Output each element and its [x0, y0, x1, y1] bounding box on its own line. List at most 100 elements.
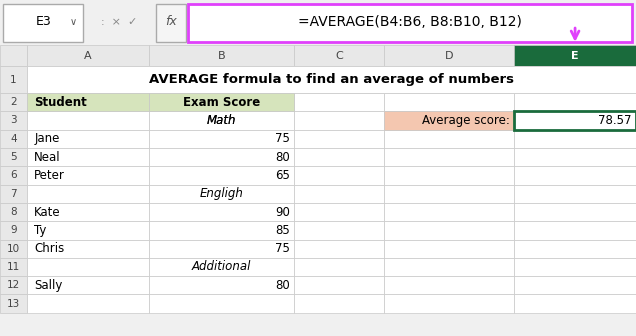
Text: 2: 2 [10, 97, 17, 107]
Bar [514, 130, 636, 148]
Bar [149, 130, 294, 148]
Text: 78.57: 78.57 [598, 114, 632, 127]
Text: 7: 7 [10, 189, 17, 199]
Bar [149, 93, 294, 111]
Bar [27, 93, 149, 111]
Text: ∨: ∨ [69, 17, 77, 27]
Text: A: A [84, 51, 92, 61]
Text: 9: 9 [10, 225, 17, 235]
Bar [514, 294, 636, 313]
Bar [27, 66, 149, 93]
Text: :  ×  ✓: : × ✓ [94, 17, 137, 27]
Text: 11: 11 [7, 262, 20, 272]
Bar [294, 148, 384, 166]
Bar [27, 111, 149, 130]
Bar [0, 203, 27, 221]
Text: 85: 85 [275, 224, 290, 237]
Bar [294, 203, 384, 221]
Text: B: B [218, 51, 225, 61]
Bar [294, 258, 384, 276]
Text: 1: 1 [10, 75, 17, 85]
Bar [0, 93, 27, 111]
Bar [384, 166, 514, 184]
Text: 4: 4 [10, 134, 17, 144]
Bar [27, 276, 149, 294]
Text: 80: 80 [275, 151, 290, 164]
Bar [294, 294, 384, 313]
Text: 8: 8 [10, 207, 17, 217]
Bar [384, 93, 514, 111]
Bar [514, 111, 636, 130]
Bar [156, 4, 186, 42]
Bar [514, 45, 636, 66]
Bar [0, 276, 27, 294]
Bar [514, 166, 636, 184]
Bar [514, 221, 636, 240]
Bar [384, 66, 514, 93]
Bar [0, 66, 27, 93]
Bar [188, 4, 632, 42]
Text: Kate: Kate [34, 206, 61, 218]
Text: Additional: Additional [191, 260, 251, 274]
Bar [27, 240, 149, 258]
Bar [514, 240, 636, 258]
Bar [514, 66, 636, 93]
Bar [0, 45, 27, 66]
Text: E3: E3 [36, 15, 51, 28]
Bar [514, 93, 636, 111]
Bar [27, 130, 149, 148]
Bar [294, 221, 384, 240]
Text: Math: Math [207, 114, 236, 127]
Text: 65: 65 [275, 169, 290, 182]
Bar [384, 258, 514, 276]
Bar [294, 166, 384, 184]
Text: 13: 13 [7, 299, 20, 308]
Bar [27, 221, 149, 240]
Bar [384, 111, 514, 130]
Bar [294, 93, 384, 111]
Text: Math: Math [207, 114, 236, 127]
Bar [294, 130, 384, 148]
Text: Engligh: Engligh [199, 187, 243, 200]
Bar [149, 166, 294, 184]
Bar [294, 276, 384, 294]
Bar [27, 203, 149, 221]
Text: Jane: Jane [34, 132, 60, 145]
Bar [384, 111, 514, 130]
Bar [27, 258, 149, 276]
Bar [27, 294, 149, 313]
Bar [384, 148, 514, 166]
Text: Student: Student [34, 96, 87, 109]
Bar [0, 258, 27, 276]
Bar [514, 258, 636, 276]
Text: Exam Score: Exam Score [183, 96, 260, 109]
Text: 10: 10 [7, 244, 20, 254]
Bar [0, 221, 27, 240]
Bar [294, 240, 384, 258]
Bar [0, 184, 27, 203]
Bar [294, 111, 384, 130]
Bar [0, 294, 27, 313]
Text: 5: 5 [10, 152, 17, 162]
Bar [514, 148, 636, 166]
Text: C: C [335, 51, 343, 61]
Bar [27, 148, 149, 166]
Text: 75: 75 [275, 242, 290, 255]
Bar [149, 294, 294, 313]
Bar [384, 45, 514, 66]
Bar [149, 240, 294, 258]
Text: Average score:: Average score: [422, 114, 510, 127]
Bar [27, 45, 149, 66]
Bar [149, 45, 294, 66]
Text: 75: 75 [275, 132, 290, 145]
Bar [514, 276, 636, 294]
Text: 12: 12 [7, 280, 20, 290]
Bar [149, 258, 294, 276]
Bar [27, 166, 149, 184]
Bar [0, 148, 27, 166]
Text: Peter: Peter [34, 169, 66, 182]
Bar [3, 4, 83, 42]
Bar [384, 221, 514, 240]
Bar [149, 66, 294, 93]
Text: E: E [571, 51, 579, 61]
